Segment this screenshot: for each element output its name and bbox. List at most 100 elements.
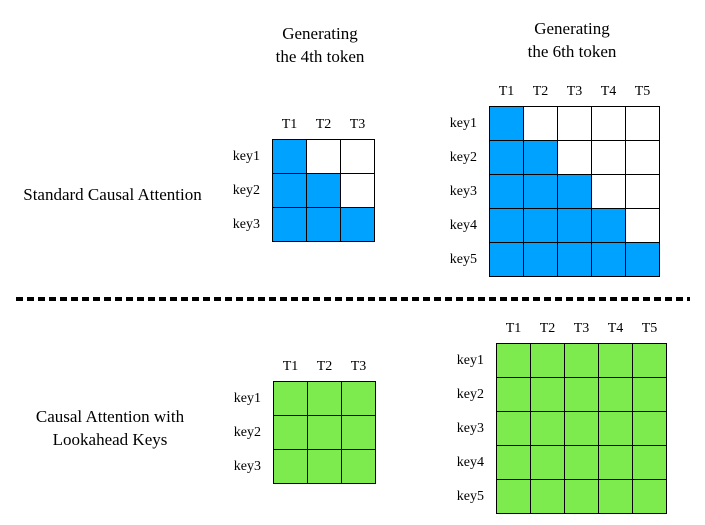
masked-cell	[592, 175, 625, 208]
masked-cell	[626, 209, 659, 242]
attended-cell	[626, 243, 659, 276]
attended-cell	[565, 480, 598, 513]
attended-cell	[497, 446, 530, 479]
column-header-t1: T1	[282, 359, 299, 374]
attended-cell	[490, 175, 523, 208]
row-label-key4: key4	[449, 217, 477, 233]
grid-corner-spacer	[450, 316, 496, 343]
row-label-key1: key1	[233, 390, 261, 406]
grid-corner-spacer	[226, 112, 272, 139]
masked-cell	[626, 141, 659, 174]
title-generating-6th-token: Generating the 6th token	[472, 17, 672, 63]
column-header-t2: T2	[539, 321, 556, 336]
column-header-t1: T1	[505, 321, 522, 336]
masked-cell	[592, 141, 625, 174]
attended-cell	[273, 174, 306, 207]
attended-cell	[341, 208, 374, 241]
row-label-key3: key3	[232, 216, 260, 232]
row-label-key1: key1	[232, 148, 260, 164]
attended-cell	[497, 412, 530, 445]
attended-cell	[307, 208, 340, 241]
attended-cell	[633, 412, 666, 445]
title-line: the 6th token	[527, 42, 617, 61]
masked-cell	[558, 107, 591, 140]
attended-cell	[633, 344, 666, 377]
column-header-t2: T2	[315, 117, 332, 132]
attended-cell	[274, 450, 307, 483]
label-line: Standard Causal Attention	[23, 185, 202, 204]
attended-cell	[524, 175, 557, 208]
column-header-t2: T2	[316, 359, 333, 374]
masked-cell	[307, 140, 340, 173]
row-label-key3: key3	[449, 183, 477, 199]
column-header-t3: T3	[349, 117, 366, 132]
attended-cell	[599, 480, 632, 513]
column-header-t1: T1	[498, 84, 515, 99]
attended-cell	[633, 446, 666, 479]
attended-cell	[633, 480, 666, 513]
attended-cell	[342, 382, 375, 415]
attended-cell	[531, 446, 564, 479]
row-label-key2: key2	[232, 182, 260, 198]
attention-matrix	[496, 343, 667, 514]
attended-cell	[592, 209, 625, 242]
attended-cell	[497, 378, 530, 411]
row-label-key2: key2	[456, 386, 484, 402]
attended-cell	[497, 344, 530, 377]
row-label-key3: key3	[233, 458, 261, 474]
title-line: Generating	[534, 19, 610, 38]
attended-cell	[531, 344, 564, 377]
attended-cell	[342, 450, 375, 483]
label-causal-attention-lookahead-keys: Causal Attention with Lookahead Keys	[0, 405, 220, 451]
column-header-t2: T2	[532, 84, 549, 99]
attended-cell	[531, 378, 564, 411]
attention-grid-lookahead-3x3: T1 T2 T3 key1 key2 key3	[227, 354, 376, 484]
row-label-key2: key2	[233, 424, 261, 440]
attended-cell	[558, 209, 591, 242]
masked-cell	[341, 140, 374, 173]
row-label-key3: key3	[456, 420, 484, 436]
grid-corner-spacer	[443, 79, 489, 106]
attention-grid-lookahead-5x5: T1 T2 T3 T4 T5 key1 key2 key3 key4 key5	[450, 316, 667, 514]
attended-cell	[490, 209, 523, 242]
attended-cell	[633, 378, 666, 411]
attended-cell	[599, 412, 632, 445]
attended-cell	[599, 344, 632, 377]
attended-cell	[599, 378, 632, 411]
attended-cell	[558, 175, 591, 208]
attended-cell	[565, 344, 598, 377]
title-generating-4th-token: Generating the 4th token	[220, 22, 420, 68]
title-line: the 4th token	[275, 47, 365, 66]
attended-cell	[342, 416, 375, 449]
row-label-key1: key1	[456, 352, 484, 368]
attended-cell	[274, 416, 307, 449]
column-header-t5: T5	[634, 84, 651, 99]
row-label-key2: key2	[449, 149, 477, 165]
attended-cell	[273, 208, 306, 241]
attended-cell	[490, 107, 523, 140]
column-header-t4: T4	[600, 84, 617, 99]
attended-cell	[274, 382, 307, 415]
attended-cell	[524, 209, 557, 242]
masked-cell	[626, 175, 659, 208]
attended-cell	[497, 480, 530, 513]
row-label-key5: key5	[456, 488, 484, 504]
masked-cell	[592, 107, 625, 140]
attention-grid-standard-3x3: T1 T2 T3 key1 key2 key3	[226, 112, 375, 242]
column-header-t3: T3	[566, 84, 583, 99]
column-header-t5: T5	[641, 321, 658, 336]
attended-cell	[308, 416, 341, 449]
dashed-divider	[16, 297, 690, 301]
attended-cell	[599, 446, 632, 479]
column-header-t3: T3	[573, 321, 590, 336]
attended-cell	[558, 243, 591, 276]
row-label-key4: key4	[456, 454, 484, 470]
column-header-t3: T3	[350, 359, 367, 374]
attention-grid-standard-5x5: T1 T2 T3 T4 T5 key1 key2 key3 key4 key5	[443, 79, 660, 277]
attended-cell	[490, 141, 523, 174]
attended-cell	[308, 382, 341, 415]
column-header-t1: T1	[281, 117, 298, 132]
row-label-key1: key1	[449, 115, 477, 131]
attended-cell	[531, 412, 564, 445]
attended-cell	[308, 450, 341, 483]
